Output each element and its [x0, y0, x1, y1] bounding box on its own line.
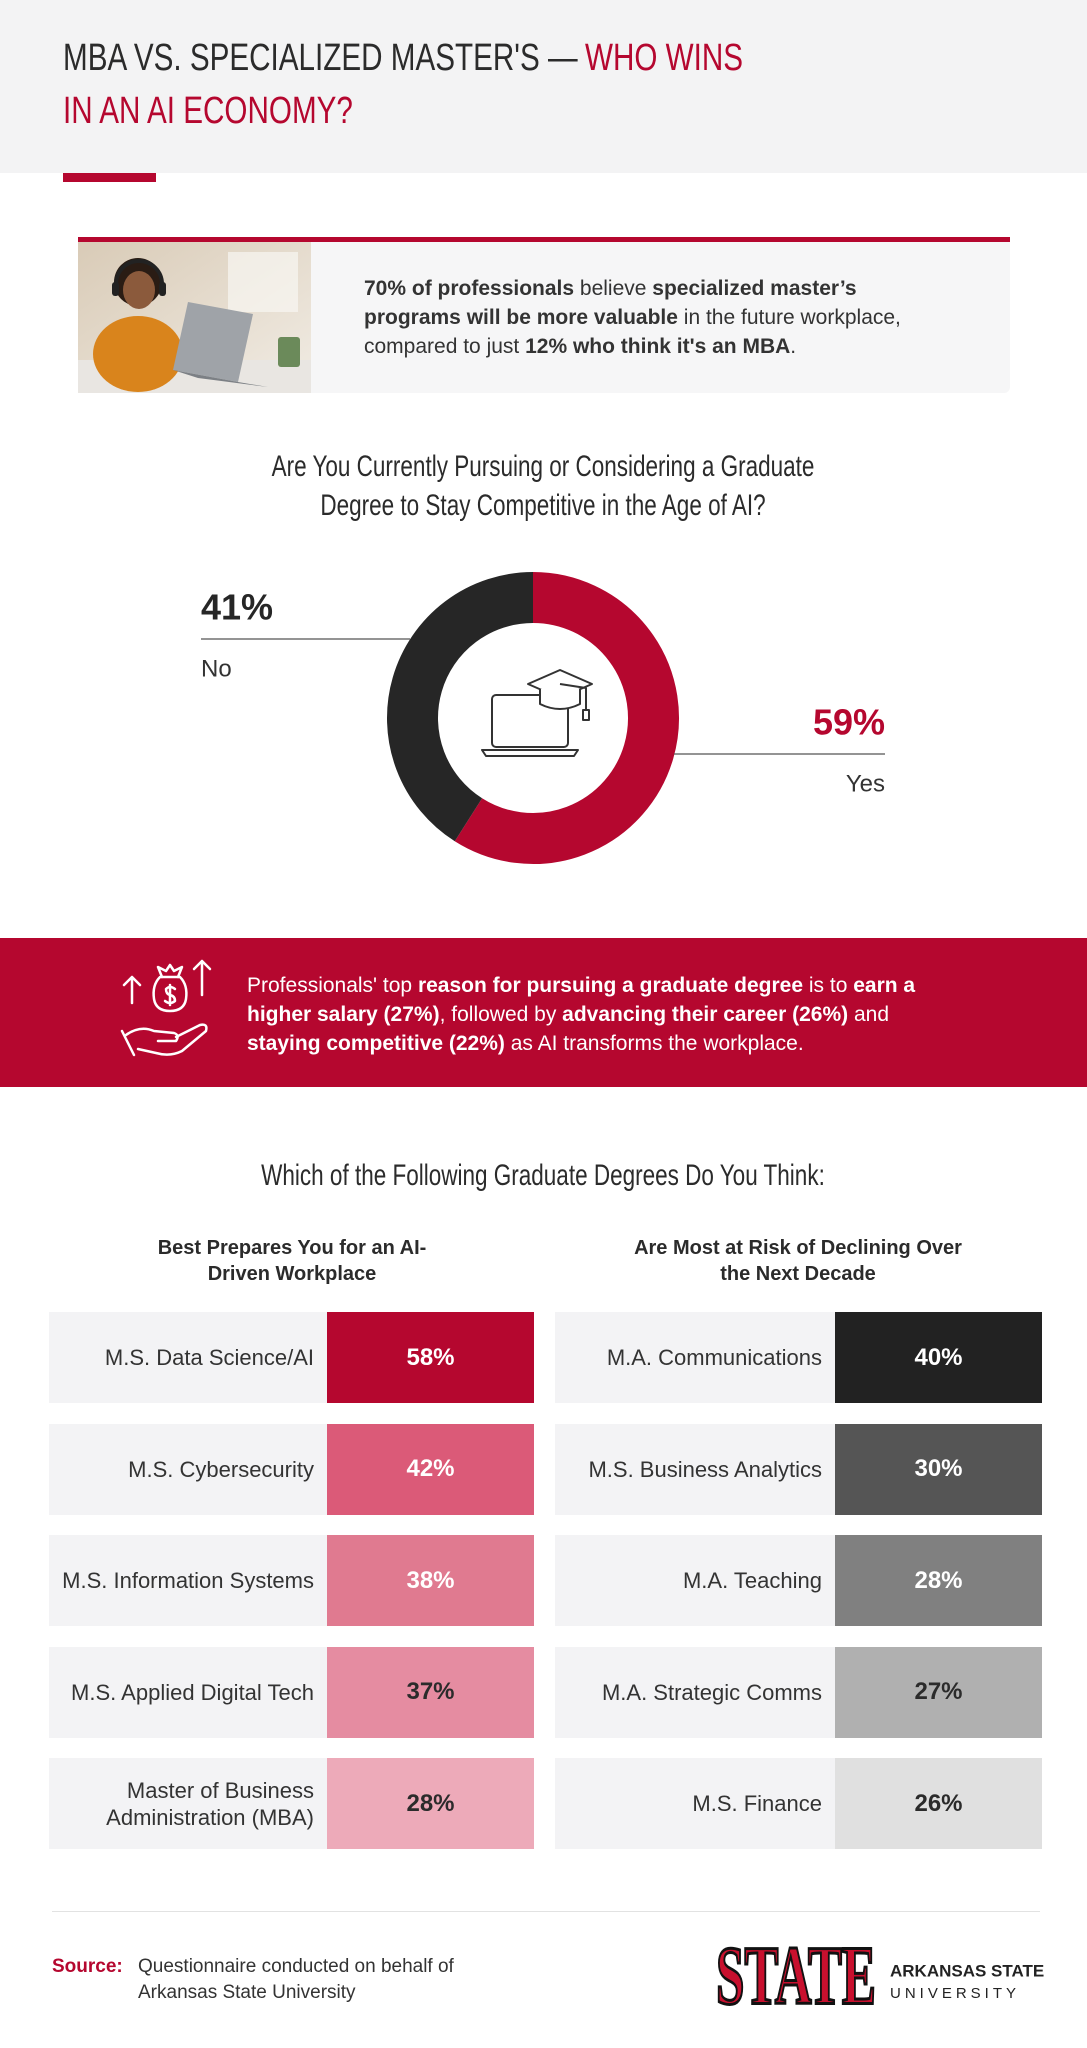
- text-segment: and: [848, 1003, 889, 1026]
- table-row: M.S. Applied Digital Tech 37%: [49, 1646, 534, 1738]
- donut-segment: [387, 572, 534, 842]
- column-heading: Are Most at Risk of Declining Over the N…: [634, 1237, 962, 1285]
- source-text: Questionnaire conducted on behalf of Ark…: [138, 1956, 454, 2003]
- degree-label: M.A. Communications: [555, 1312, 835, 1403]
- laptop-screen: [491, 694, 569, 748]
- donut-chart: 59% Yes 41% No: [201, 572, 885, 864]
- salary-icon: [120, 959, 212, 1057]
- reason-band: [0, 938, 1087, 1087]
- value-cell: 30%: [835, 1423, 1042, 1515]
- text-segment: is to: [803, 974, 854, 997]
- donut-category-label: Yes: [846, 770, 885, 797]
- cap-tassel: [559, 683, 590, 721]
- donut-category-label: No: [201, 655, 232, 682]
- degree-label: M.S. Data Science/AI: [49, 1312, 327, 1403]
- text-segment: as AI transforms the workplace.: [504, 1032, 804, 1055]
- table-row: M.S. Information Systems 38%: [49, 1535, 534, 1627]
- reason-text: Professionals' top reason for pursuing a…: [247, 971, 967, 1058]
- value-cell: 38%: [327, 1535, 534, 1627]
- stat-photo: [78, 242, 311, 393]
- degree-label: M.A. Strategic Comms: [555, 1646, 835, 1738]
- table-row: Master of Business Administration (MBA) 2…: [49, 1758, 534, 1850]
- degree-label: M.S. Cybersecurity: [49, 1423, 327, 1515]
- text-segment: in the future workplace, compared to jus…: [364, 306, 901, 358]
- stat-text: 70% of professionals believe specialized…: [364, 274, 944, 361]
- value-label: 37%: [406, 1678, 455, 1706]
- degree-label: Master of Business Administration (MBA): [49, 1758, 327, 1850]
- donut-value-label: 41%: [201, 587, 273, 628]
- title-underline: [63, 173, 156, 182]
- value-cell: 28%: [835, 1535, 1042, 1627]
- title: MBA VS. SPECIALIZED MASTER'S — WHO WINS I…: [63, 32, 781, 138]
- value-cell: 58%: [327, 1312, 534, 1403]
- value-label: 42%: [406, 1455, 455, 1483]
- footer-rule: [52, 1911, 1040, 1912]
- text-segment: believe: [574, 277, 653, 300]
- text-segment: staying competitive (22%): [247, 1032, 505, 1055]
- university-subname: UNIVERSITY: [890, 1985, 1020, 2002]
- title-main: MBA VS. SPECIALIZED MASTER'S —: [63, 37, 578, 79]
- value-cell: 27%: [835, 1646, 1042, 1738]
- university-name: ARKANSAS STATE: [890, 1961, 1044, 1980]
- text-segment: earn a higher salary (27%): [247, 974, 916, 1026]
- text-segment: 12% who think it's an MBA: [525, 335, 791, 358]
- table-row: M.A. Communications 40%: [555, 1312, 1042, 1403]
- text-segment: , followed by: [439, 1003, 563, 1026]
- value-label: 58%: [406, 1343, 455, 1371]
- table-row: M.A. Strategic Comms 27%: [555, 1646, 1042, 1738]
- donut-value-label: 59%: [813, 702, 885, 743]
- text-segment: .: [790, 335, 797, 358]
- laptop-base: [481, 749, 579, 757]
- value-cell: 40%: [835, 1312, 1042, 1403]
- value-label: 28%: [914, 1566, 963, 1594]
- value-cell: 26%: [835, 1758, 1042, 1850]
- text-segment: specialized master’s programs will be mo…: [364, 277, 857, 329]
- table-row: M.S. Finance 26%: [555, 1758, 1042, 1850]
- degree-label: M.A. Teaching: [555, 1535, 835, 1627]
- source-label: Source:: [52, 1956, 123, 1977]
- column-heading: Best Prepares You for an AI-Driven Workp…: [157, 1237, 427, 1285]
- degree-label: M.S. Information Systems: [49, 1535, 327, 1627]
- logo: STATE ARKANSAS STATE UNIVERSITY: [715, 1932, 1045, 2024]
- text-segment: 70% of professionals: [364, 277, 575, 300]
- table-row: M.A. Teaching 28%: [555, 1535, 1042, 1627]
- text-segment: reason for pursuing a graduate degree: [417, 974, 804, 997]
- graduation-icon: [481, 669, 593, 757]
- degree-label: M.S. Applied Digital Tech: [49, 1646, 327, 1738]
- table-row: M.S. Business Analytics 30%: [555, 1423, 1042, 1515]
- text-segment: Professionals' top: [247, 974, 418, 997]
- section-title: Which of the Following Graduate Degrees …: [261, 1159, 825, 1192]
- degree-label: M.S. Finance: [555, 1758, 835, 1850]
- value-cell: 42%: [327, 1423, 534, 1515]
- value-cell: 37%: [327, 1646, 534, 1738]
- value-label: 26%: [914, 1789, 963, 1817]
- value-label: 28%: [406, 1789, 455, 1817]
- donut-segment: [454, 572, 679, 864]
- value-label: 27%: [914, 1678, 963, 1706]
- cap-body: [539, 689, 581, 710]
- table-row: M.S. Data Science/AI 58%: [49, 1312, 534, 1403]
- chart-title: Are You Currently Pursuing or Considerin…: [271, 450, 815, 522]
- value-label: 40%: [914, 1343, 963, 1371]
- value-label: 38%: [406, 1566, 455, 1594]
- logo-wordmark: STATE: [716, 1932, 876, 2022]
- degree-label: M.S. Business Analytics: [555, 1423, 835, 1515]
- header-band: [0, 0, 1087, 173]
- value-cell: 28%: [327, 1758, 534, 1850]
- text-segment: advancing their career (26%): [562, 1003, 849, 1026]
- value-label: 30%: [914, 1455, 963, 1483]
- table-row: M.S. Cybersecurity 42%: [49, 1423, 534, 1515]
- title-highlight: WHO WINS IN AN AI ECONOMY?: [63, 37, 744, 132]
